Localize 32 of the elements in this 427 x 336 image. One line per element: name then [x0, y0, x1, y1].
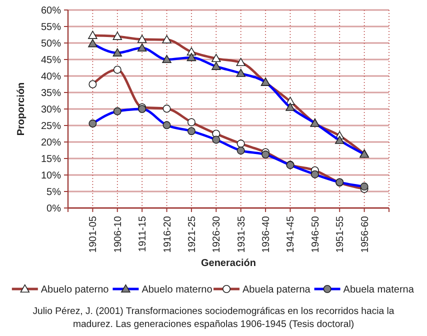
x-tick-label: 1901-05 [88, 216, 100, 253]
y-tick-label: 5% [46, 187, 62, 198]
y-tick-label: 55% [40, 22, 62, 33]
x-tick-label: 1956-60 [360, 216, 371, 253]
x-tick-label: 1911-15 [138, 216, 149, 252]
legend-label: Abuelo materno [142, 284, 213, 296]
text: Julio Pérez, J. (2001) Transformaciones sociodemográficas en los recorridos hacia la madurez. Las generaciones españolas 1906-1945 (Tesis doctoral) [32, 306, 395, 330]
x-tick-label: 1946-50 [310, 216, 322, 253]
legend-label: Abuela paterna [242, 284, 311, 296]
x-tick-label: 1906-10 [112, 216, 124, 253]
y-tick-label: 10% [40, 170, 62, 182]
x-tick-label: 1936-40 [261, 216, 272, 253]
y-tick-label: 60% [40, 6, 62, 16]
x-tick-label: 1931-35 [236, 216, 248, 253]
x-tick-label: 1926-30 [212, 216, 223, 253]
y-tick-label: 35% [40, 88, 62, 99]
legend-label: Abuelo paterno [40, 284, 110, 296]
x-tick-label: 1951-55 [335, 216, 346, 253]
x-tick-label: 1921-25 [186, 216, 198, 253]
y-tick-label: 0% [46, 204, 62, 214]
x-axis-title: Generación [200, 258, 256, 269]
y-tick-label: 20% [40, 138, 62, 148]
y-tick-label: 45% [40, 55, 62, 66]
y-tick-label: 25% [40, 121, 62, 132]
x-tick-label: 1916-20 [162, 216, 174, 253]
y-tick-label: 50% [40, 38, 62, 50]
y-tick-label: 40% [40, 72, 62, 82]
y-axis-title: Proporción [16, 82, 27, 136]
y-tick-label: 30% [40, 104, 62, 116]
x-tick-label: 1941-45 [286, 216, 297, 253]
y-tick-label: 15% [40, 154, 62, 165]
legend-label: Abuela materna [343, 284, 414, 296]
